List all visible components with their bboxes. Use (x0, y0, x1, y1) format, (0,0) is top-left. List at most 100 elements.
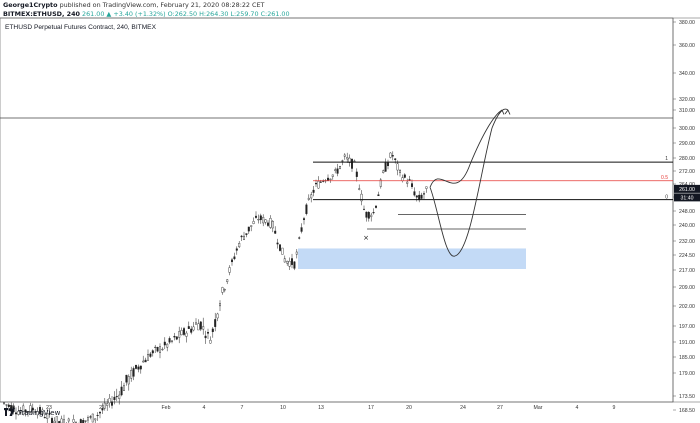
candle-body (94, 418, 97, 421)
author-name[interactable]: George1Crypto (3, 1, 58, 9)
candle-body (295, 251, 298, 255)
candle-body (125, 374, 128, 383)
candle-body (413, 191, 416, 196)
publisher-line: George1Crypto published on TradingView.c… (3, 1, 264, 9)
candle-body (173, 335, 176, 338)
candle-body (17, 410, 20, 415)
x-tick-label: 17 (368, 405, 374, 411)
tradingview-logo-text: TradingView (18, 408, 61, 417)
candle-body (127, 376, 130, 385)
candle-body (158, 346, 161, 353)
price-axis: 380.00 360.00 340.00 320.00 310.00 300.00 290.… (673, 20, 695, 414)
candle-body (120, 386, 123, 396)
candle-body (423, 193, 426, 195)
drawings-layer: 1 0.5 0 × (313, 108, 673, 257)
y-tick-label: 320.00 (679, 97, 695, 103)
candle-body (113, 396, 116, 401)
x-tick-label: 20 (406, 405, 412, 411)
candle-body (185, 332, 188, 337)
y-tick-label: 168.50 (679, 408, 695, 414)
candle-body (19, 410, 22, 413)
x-tick-label: 9 (613, 405, 616, 411)
candle-body (389, 152, 392, 158)
candle-body (242, 235, 245, 240)
y-tick-label: 173.50 (679, 394, 695, 400)
candle-body (151, 350, 154, 354)
y-tick-label: 179.00 (679, 371, 695, 377)
candle-body (110, 401, 113, 406)
candle-body (214, 319, 217, 327)
x-tick-label: 24 (460, 405, 466, 411)
candle-body (355, 171, 358, 177)
candle-body (60, 418, 63, 423)
candle-body (358, 188, 361, 190)
candle-body (339, 166, 342, 169)
candle-body (233, 256, 236, 260)
candle-body (331, 174, 334, 177)
candle-body (144, 359, 147, 363)
y-tick-label: 248.00 (679, 209, 695, 215)
candle-body (103, 402, 106, 409)
candle-body (307, 197, 310, 200)
candle-body (163, 341, 166, 346)
candle-body (245, 233, 248, 235)
candle-body (228, 267, 231, 273)
candle-body (259, 215, 262, 221)
publish-info: published on TradingView.com, February 2… (59, 1, 265, 9)
projection-arrow-dip (504, 109, 511, 115)
candle-body (408, 179, 411, 181)
candle-body (317, 181, 320, 189)
candle-body (175, 336, 178, 340)
y-tick-label: 310.00 (679, 108, 695, 114)
y-tick-label: 224.50 (679, 253, 695, 259)
candle-body (367, 211, 370, 219)
candle-body (168, 338, 171, 343)
candle-body (288, 261, 291, 267)
candle-body (312, 189, 315, 193)
candle-body (27, 411, 30, 413)
candle-body (130, 369, 133, 379)
candle-body (411, 183, 414, 187)
candle-body (363, 208, 366, 210)
candle-body (122, 385, 125, 391)
candle-body (211, 328, 214, 333)
candle-body (240, 235, 243, 238)
candle-body (218, 303, 221, 307)
ohlc-values: 261.00 ▲ +3.40 (+1.32%) O:262.50 H:264.3… (82, 10, 290, 18)
candle-body (149, 353, 152, 357)
candle-body (254, 215, 257, 218)
x-tick-label: 13 (318, 405, 324, 411)
candle-body (353, 160, 356, 162)
x-tick-label: 27 (497, 405, 503, 411)
candle-body (202, 326, 205, 330)
fib-label-0: 0 (665, 195, 668, 201)
y-tick-label: 272.00 (679, 169, 695, 175)
candle-body (303, 218, 306, 220)
tradingview-logo-icon (4, 408, 15, 417)
fib-label-1: 1 (665, 156, 668, 162)
candle-body (336, 168, 339, 174)
candle-body (101, 408, 104, 411)
candle-body (161, 348, 164, 351)
candle-body (137, 366, 140, 370)
candle-body (391, 155, 394, 157)
symbol-label: BITMEX:ETHUSD, 240 (3, 10, 80, 18)
candle-body (192, 326, 195, 331)
x-tick-label: 10 (280, 405, 286, 411)
candle-body (406, 181, 409, 184)
candle-body (39, 407, 42, 414)
projection-path-dip (429, 108, 509, 257)
projection-path-up (429, 109, 503, 188)
candle-body (182, 328, 185, 335)
candle-body (89, 416, 92, 418)
y-tick-label: 232.00 (679, 239, 695, 245)
candle-body (223, 289, 226, 291)
candle-body (216, 313, 219, 319)
candle-body (293, 261, 296, 269)
candle-body (139, 365, 142, 370)
candle-body (63, 419, 66, 423)
candle-body (67, 418, 70, 422)
candle-body (55, 416, 58, 423)
candle-body (360, 193, 363, 202)
